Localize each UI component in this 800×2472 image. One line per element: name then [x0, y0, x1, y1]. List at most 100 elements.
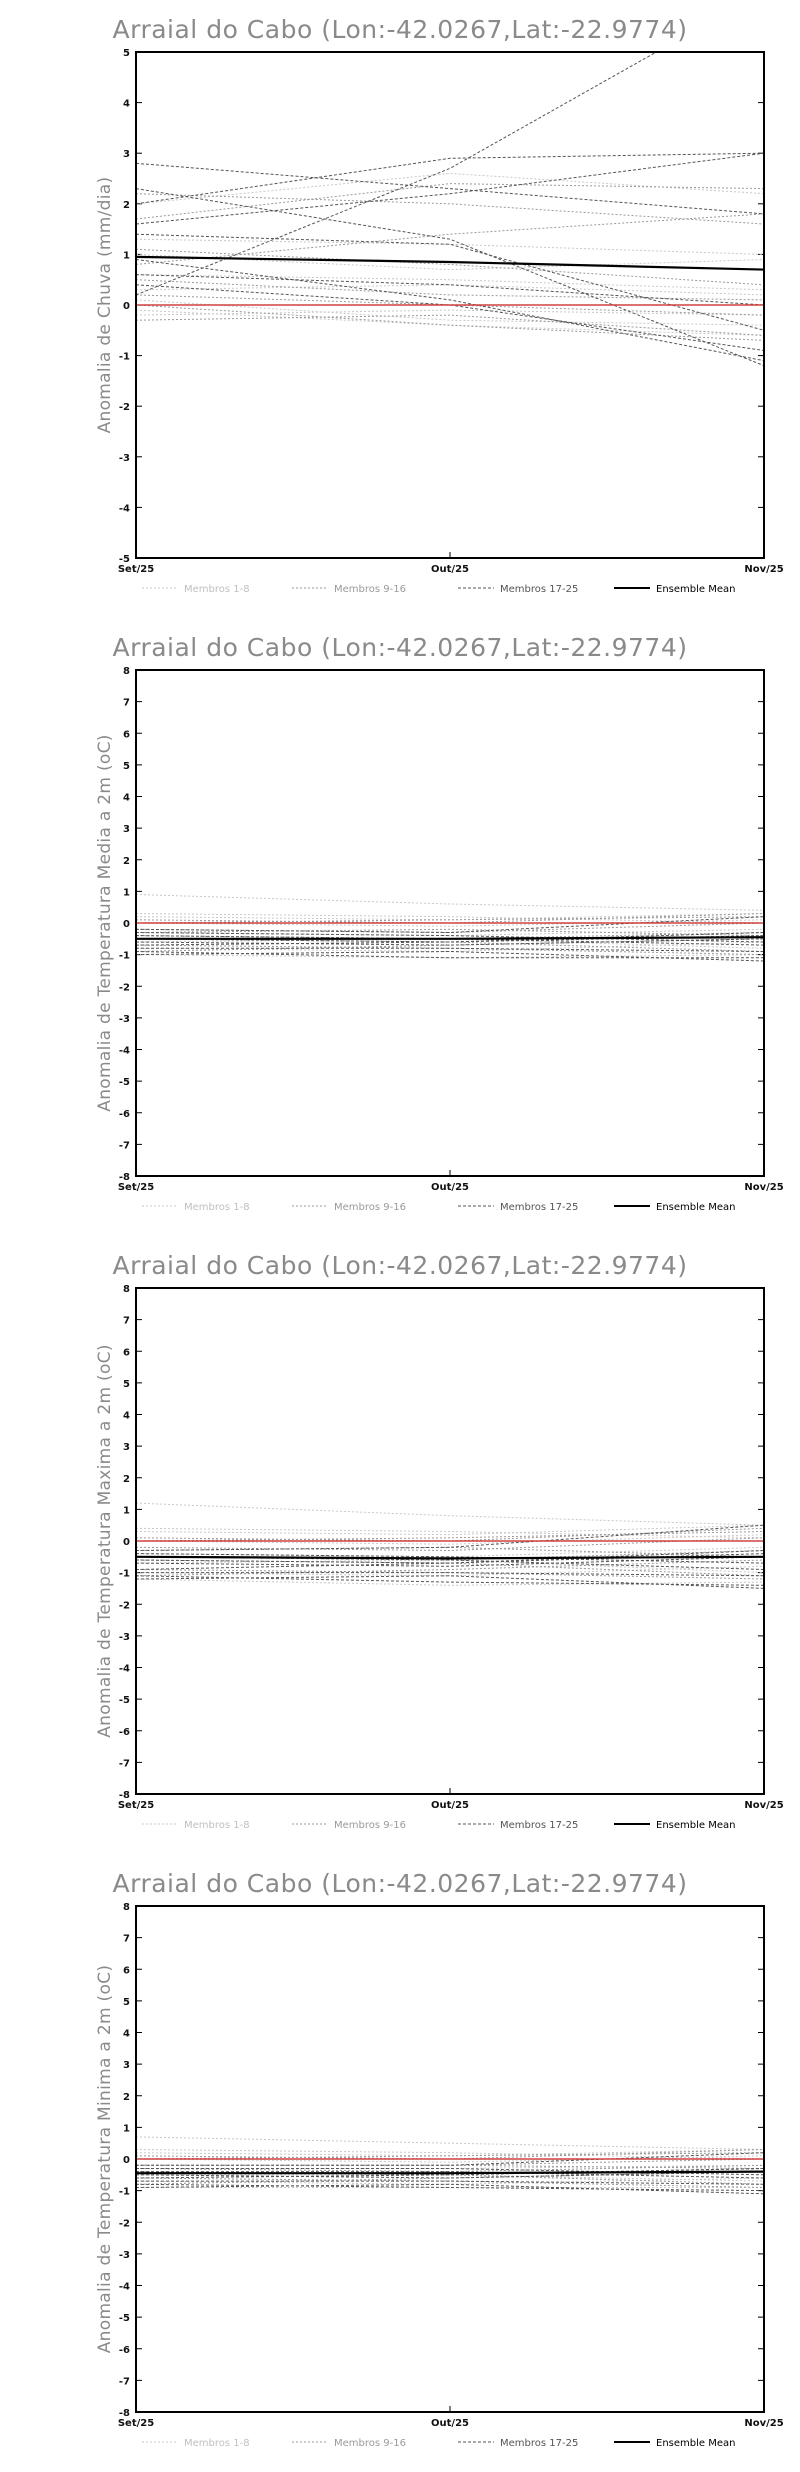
y-axis-label: Anomalia de Temperatura Maxima a 2m (oC)	[95, 1344, 115, 1738]
y-tick-label: 6	[123, 1965, 130, 1976]
member-line-2	[136, 304, 764, 341]
y-tick-label: -4	[119, 1664, 130, 1675]
member-line-2	[136, 932, 764, 940]
y-tick-label: 0	[123, 301, 130, 312]
y-tick-label: -8	[119, 2408, 130, 2419]
member-line-2	[136, 944, 764, 956]
legend-label: Membros 17-25	[500, 584, 578, 595]
member-line-2	[136, 2171, 764, 2185]
x-tick-label: Out/25	[431, 2418, 469, 2429]
y-tick-label: 8	[123, 1902, 130, 1913]
member-line-2	[136, 279, 764, 301]
member-line-3	[136, 274, 764, 306]
member-line-1	[136, 309, 764, 316]
plot-frame	[135, 51, 765, 559]
y-tick-label: 3	[123, 2060, 130, 2071]
member-line-1	[136, 928, 764, 937]
member-line-3	[136, 152, 764, 205]
y-tick-label: -6	[119, 1109, 130, 1120]
chart-title: Arraial do Cabo (Lon:-42.0267,Lat:-22.97…	[113, 15, 688, 44]
y-tick-label: -5	[119, 2313, 130, 2324]
y-tick-label: 0	[123, 2155, 130, 2166]
y-tick-label: 2	[123, 1474, 130, 1485]
y-tick-label: -5	[119, 1695, 130, 1706]
member-line-2	[136, 2164, 764, 2169]
member-line-2	[136, 913, 764, 924]
x-tick-label: Nov/25	[744, 2418, 783, 2429]
y-tick-label: -3	[119, 2250, 130, 2261]
member-line-3	[136, 284, 764, 351]
member-line-1	[136, 1534, 764, 1545]
plot-frame	[135, 669, 765, 1177]
member-line-1	[136, 1578, 764, 1586]
chart-panel-3: Arraial do Cabo (Lon:-42.0267,Lat:-22.97…	[0, 1236, 800, 1854]
y-tick-label: 3	[123, 824, 130, 835]
chart-panel-4: Arraial do Cabo (Lon:-42.0267,Lat:-22.97…	[0, 1854, 800, 2472]
y-tick-label: -7	[119, 1758, 130, 1769]
member-line-3	[136, 233, 764, 331]
y-tick-label: 1	[123, 1505, 130, 1516]
y-tick-label: -6	[119, 2345, 130, 2356]
member-line-1	[136, 938, 764, 949]
member-line-1	[136, 299, 764, 326]
member-line-2	[136, 2164, 764, 2173]
x-tick-label: Set/25	[118, 1800, 154, 1811]
chart-title: Arraial do Cabo (Lon:-42.0267,Lat:-22.97…	[113, 1251, 688, 1280]
chart-title: Arraial do Cabo (Lon:-42.0267,Lat:-22.97…	[113, 1869, 688, 1898]
y-tick-label: 4	[123, 2029, 130, 2040]
member-line-1	[136, 1502, 764, 1526]
member-line-2	[136, 183, 764, 220]
y-tick-label: 6	[123, 1347, 130, 1358]
member-line-2	[136, 1527, 764, 1542]
plot-frame	[135, 1287, 765, 1795]
member-line-2	[136, 938, 764, 952]
member-line-2	[136, 2177, 764, 2188]
member-line-2	[136, 1559, 764, 1577]
member-line-2	[136, 922, 764, 934]
y-tick-label: 5	[123, 761, 130, 772]
legend-label: Ensemble Mean	[656, 1820, 735, 1831]
y-axis-label: Anomalia de Temperatura Media a 2m (oC)	[95, 734, 115, 1111]
y-tick-label: -3	[119, 453, 130, 464]
member-line-1	[136, 941, 764, 953]
y-tick-label: 5	[123, 48, 130, 59]
y-axis-label: Anomalia de Temperatura Minima a 2m (oC)	[95, 1965, 115, 2354]
y-tick-label: -8	[119, 1790, 130, 1801]
y-tick-label: 6	[123, 729, 130, 740]
y-tick-label: 7	[123, 698, 130, 709]
member-line-2	[136, 2149, 764, 2160]
ensemble-mean-line	[136, 936, 764, 940]
series-group	[136, 894, 764, 962]
member-line-2	[136, 916, 764, 924]
member-line-1	[136, 284, 764, 296]
member-line-1	[136, 274, 764, 291]
member-line-1	[136, 2174, 764, 2182]
member-line-1	[136, 913, 764, 921]
y-tick-label: -2	[119, 1600, 130, 1611]
member-line-2	[136, 248, 764, 286]
y-tick-label: -8	[119, 1172, 130, 1183]
member-line-1	[136, 1559, 764, 1574]
member-line-3	[136, 1575, 764, 1589]
y-tick-label: 8	[123, 666, 130, 677]
member-line-1	[136, 894, 764, 911]
legend-label: Membros 1-8	[184, 584, 250, 595]
series-group	[136, 1502, 764, 1589]
y-tick-label: -3	[119, 1014, 130, 1025]
x-tick-label: Nov/25	[744, 1800, 783, 1811]
y-tick-label: 5	[123, 1379, 130, 1390]
member-line-2	[136, 1531, 764, 1542]
chart-svg: Arraial do Cabo (Lon:-42.0267,Lat:-22.97…	[95, 15, 784, 595]
member-line-3	[136, 916, 764, 934]
x-tick-label: Nov/25	[744, 1182, 783, 1193]
y-tick-label: 2	[123, 856, 130, 867]
y-tick-label: 0	[123, 919, 130, 930]
x-tick-label: Nov/25	[744, 564, 783, 575]
y-tick-label: 4	[123, 793, 130, 804]
y-tick-label: -2	[119, 982, 130, 993]
y-tick-label: -6	[119, 1727, 130, 1738]
member-line-1	[136, 2136, 764, 2150]
x-tick-label: Out/25	[431, 564, 469, 575]
member-line-2	[136, 193, 764, 225]
y-tick-label: -4	[119, 2282, 130, 2293]
